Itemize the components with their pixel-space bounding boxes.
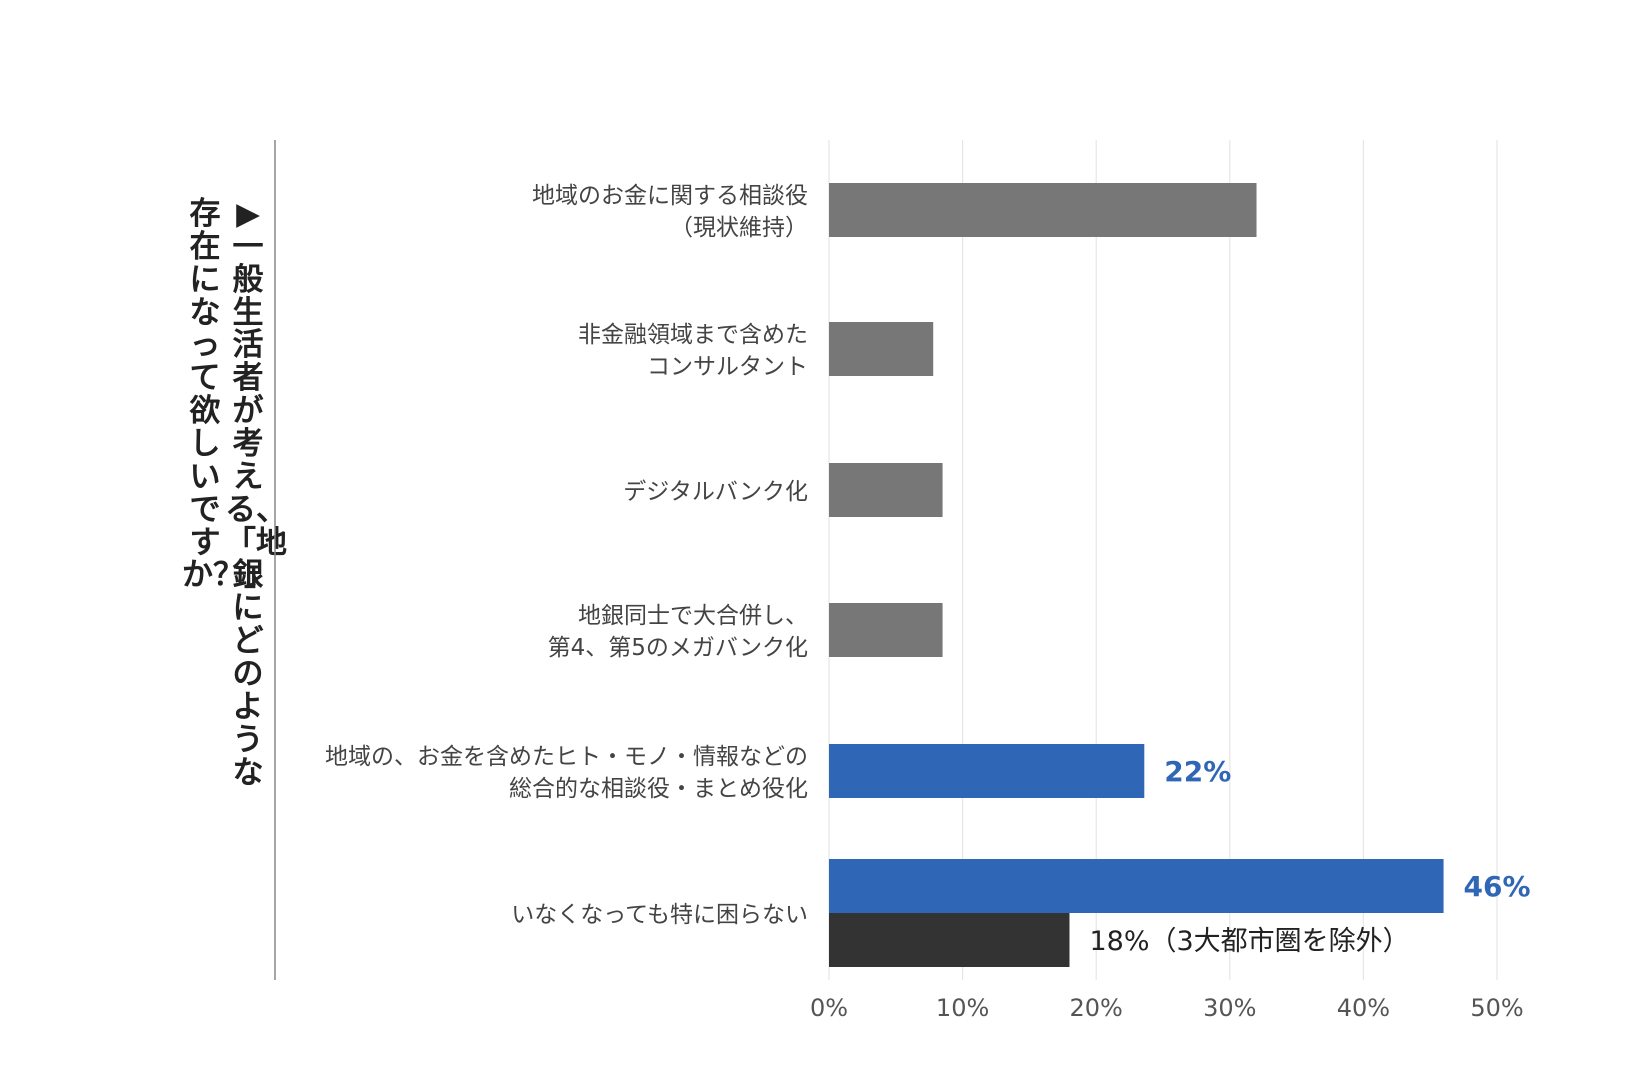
category-label-1-line-1: 地域のお金に関する相談役: [532, 183, 808, 209]
x-tick-label-10: 10%: [936, 994, 989, 1022]
bar-2-series-1: [829, 322, 934, 376]
data-label-6-series-2: 18%（3大都市圏を除外）: [1089, 926, 1409, 957]
category-label-5-line-1: 地域の、お金を含めたヒト・モノ・情報などの: [325, 744, 808, 770]
category-label-3-line-1: デジタルバンク化: [623, 479, 808, 505]
category-label-2-line-2: コンサルタント: [647, 354, 808, 380]
x-tick-label-20: 20%: [1070, 994, 1123, 1022]
chart-title-line-1: ▶一般生活者が考える、「地銀にどのような: [225, 196, 287, 791]
category-label-4-line-1: 地銀同士で大合併し、: [578, 603, 808, 629]
bar-1-series-1: [829, 183, 1257, 237]
x-tick-label-50: 50%: [1470, 994, 1523, 1022]
category-label-1-line-2: （現状維持）: [670, 215, 808, 241]
bar-3-series-1: [829, 463, 943, 517]
category-label-4-line-2: 第4、第5のメガバンク化: [548, 635, 808, 661]
category-label-5-line-2: 総合的な相談役・まとめ役化: [509, 776, 808, 802]
x-tick-label-30: 30%: [1203, 994, 1256, 1022]
x-tick-label-40: 40%: [1337, 994, 1390, 1022]
bar-4-series-1: [829, 603, 943, 657]
bar-6-series-1: [829, 859, 1444, 913]
data-label-6-series-1: 46%: [1464, 870, 1531, 903]
bar-5-series-1: [829, 744, 1145, 798]
bar-6-series-2: [829, 913, 1070, 967]
data-label-5-series-1: 22%: [1164, 755, 1231, 788]
category-label-6-line-1: いなくなっても特に困らない: [511, 902, 808, 928]
x-tick-label-0: 0%: [810, 994, 848, 1022]
category-label-2-line-1: 非金融領域まで含めた: [578, 322, 808, 348]
